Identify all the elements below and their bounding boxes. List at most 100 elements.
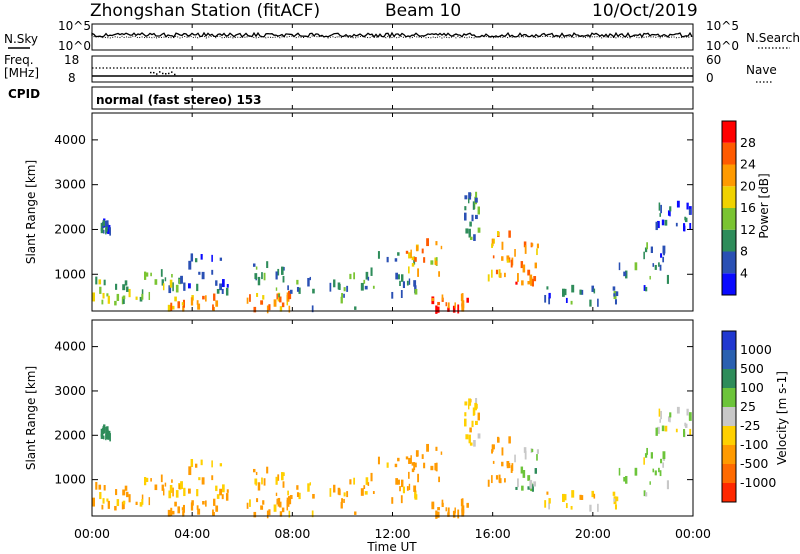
velocity-cell	[411, 462, 415, 466]
velocity-cell	[408, 457, 411, 464]
velocity-cell	[246, 502, 249, 509]
velocity-cell	[349, 479, 352, 485]
power-cell	[417, 268, 420, 277]
velocity-cell	[254, 478, 258, 485]
power-cell	[613, 293, 616, 297]
velocity-cell	[213, 498, 216, 506]
power-cell	[279, 296, 282, 303]
velocity-cell	[414, 462, 417, 468]
velocity-cell	[255, 471, 258, 476]
power-cell	[221, 288, 224, 294]
y-tick-label: 4000	[54, 132, 86, 147]
velocity-cell	[95, 481, 98, 490]
power-cell	[662, 245, 666, 254]
noise-left-tick-top: 10^5	[58, 19, 91, 33]
power-cell	[397, 274, 400, 280]
power-cell	[447, 302, 450, 309]
noise-right-tick-top: 10^5	[706, 19, 739, 33]
velocity-cell	[275, 476, 278, 485]
freq-unit-label: [MHz]	[4, 66, 39, 80]
power-cell	[187, 283, 191, 289]
power-cell	[349, 273, 352, 280]
velocity-cell	[492, 460, 495, 464]
velocity-cell	[103, 485, 106, 491]
power-cell	[196, 283, 199, 292]
power-cell	[544, 294, 547, 303]
power-cell	[172, 282, 174, 292]
velocity-cell	[286, 497, 289, 507]
power-cell	[688, 208, 692, 215]
power-cell	[219, 257, 223, 261]
velocity-cell	[579, 494, 582, 500]
power-cell	[288, 290, 291, 300]
velocity-cell	[170, 507, 173, 517]
velocity-cell	[343, 492, 346, 497]
power-colorbar: 4 8 12 16 20 24 28	[721, 120, 756, 296]
power-colorbar-frame	[721, 120, 737, 296]
velocity-cell	[464, 418, 467, 427]
velocity-colorbar-frame	[721, 330, 737, 503]
velocity-cell	[506, 464, 510, 469]
power-cell	[122, 295, 126, 300]
power-cell	[501, 241, 504, 250]
power-cell	[546, 286, 549, 290]
velocity-cell	[684, 423, 688, 428]
velocity-cell	[279, 511, 283, 517]
velocity-cell	[198, 477, 201, 481]
power-cell	[281, 266, 284, 275]
velocity-cell	[593, 493, 596, 499]
power-cell	[650, 246, 653, 254]
velocity-cell	[277, 474, 280, 481]
velocity-cell	[413, 485, 417, 492]
power-cell	[591, 285, 595, 292]
velocity-cell	[268, 509, 271, 516]
power-cell	[474, 197, 478, 203]
velocity-cell	[524, 450, 527, 460]
velocity-cell	[438, 476, 441, 483]
power-cell	[116, 294, 119, 301]
velocity-cell	[466, 502, 469, 508]
velocity-cell	[135, 501, 138, 506]
velocity-cell	[689, 428, 692, 436]
y-tick-label: 3000	[54, 383, 86, 398]
power-cell	[645, 286, 648, 292]
velocity-cell	[523, 447, 527, 453]
power-cell	[504, 272, 506, 278]
power-cell	[664, 219, 668, 226]
power-colorbar-tick: 20	[740, 178, 756, 193]
velocity-cell	[437, 511, 440, 518]
power-cell	[279, 306, 283, 312]
velocity-colorbar-swatch	[722, 369, 736, 388]
velocity-cell	[399, 486, 401, 492]
velocity-cell	[634, 467, 638, 476]
power-cell	[311, 305, 314, 313]
velocity-cell	[491, 475, 493, 484]
velocity-cell	[435, 510, 438, 519]
velocity-cell	[408, 483, 411, 491]
power-cell	[135, 296, 138, 300]
power-cell	[128, 288, 131, 298]
noise-left-tick-bottom: 10^0	[58, 39, 91, 53]
velocity-cell	[296, 485, 299, 490]
velocity-cell	[337, 487, 341, 495]
power-cell	[421, 248, 424, 254]
power-cell	[441, 294, 444, 301]
velocity-colorbar-tick: 500	[740, 361, 764, 376]
velocity-cell	[212, 509, 214, 516]
nave-dot	[153, 71, 155, 74]
velocity-cell	[101, 504, 104, 510]
nave-label: Nave	[746, 63, 777, 77]
power-cell	[261, 272, 263, 280]
power-cell	[461, 300, 465, 309]
velocity-colorbar-tick: 100	[740, 380, 764, 395]
power-cell	[102, 229, 105, 234]
velocity-cell	[659, 419, 662, 423]
velocity-cell	[182, 504, 185, 513]
power-cell	[440, 245, 443, 250]
power-cell	[273, 299, 277, 307]
nave-dot	[162, 72, 164, 75]
power-cell	[416, 245, 419, 252]
power-cell	[684, 217, 688, 223]
velocity-cell	[309, 482, 312, 486]
velocity-cell	[475, 420, 478, 425]
